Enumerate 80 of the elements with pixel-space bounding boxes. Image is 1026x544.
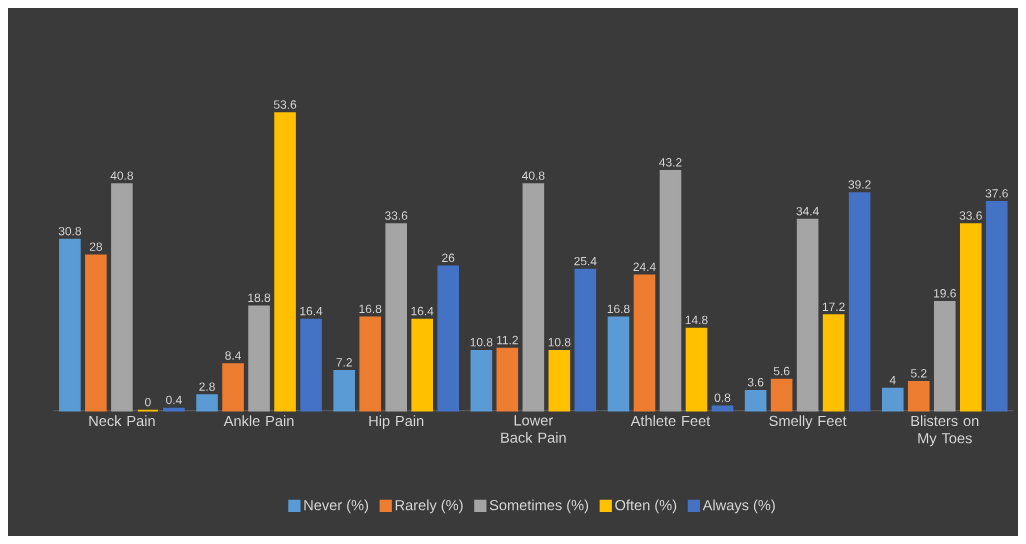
bar bbox=[744, 389, 767, 412]
bar bbox=[633, 274, 656, 412]
data-label: 16.4 bbox=[300, 306, 323, 316]
data-label: 34.4 bbox=[796, 206, 819, 216]
bar bbox=[411, 318, 433, 412]
bar bbox=[881, 387, 904, 412]
bar bbox=[770, 378, 793, 412]
data-label: 10.8 bbox=[470, 337, 493, 347]
data-label: 11.2 bbox=[497, 335, 518, 345]
data-label: 40.8 bbox=[110, 171, 134, 180]
x-tick-label: Hip Pain bbox=[369, 415, 424, 429]
data-label: 17.2 bbox=[822, 302, 845, 311]
data-label: 14.8 bbox=[685, 315, 708, 325]
data-label: 0.4 bbox=[166, 395, 182, 405]
bar bbox=[848, 192, 871, 412]
data-label: 5.2 bbox=[910, 369, 927, 378]
legend-label: Always (%) bbox=[702, 499, 775, 514]
bar bbox=[222, 363, 244, 412]
bar bbox=[933, 301, 956, 412]
data-label: 18.8 bbox=[248, 293, 271, 303]
bar bbox=[59, 238, 81, 412]
bar bbox=[822, 314, 845, 412]
data-label: 53.6 bbox=[273, 100, 297, 109]
bar bbox=[522, 183, 545, 412]
data-label: 7.2 bbox=[336, 358, 352, 367]
data-label: 33.6 bbox=[385, 211, 408, 220]
bar bbox=[196, 394, 218, 412]
data-label: 25.4 bbox=[574, 256, 597, 266]
bar bbox=[470, 349, 493, 412]
data-label: 2.8 bbox=[199, 382, 215, 391]
bar bbox=[796, 218, 819, 412]
bar bbox=[274, 112, 296, 412]
x-tick-label: Athlete Feet bbox=[630, 415, 711, 427]
bar bbox=[248, 305, 270, 412]
data-label: 16.8 bbox=[359, 304, 382, 314]
bar bbox=[607, 316, 630, 412]
data-label: 28 bbox=[89, 242, 103, 251]
data-label: 4 bbox=[889, 375, 896, 385]
x-tick-label: Neck Pain bbox=[89, 415, 155, 427]
x-tick-label: Ankle Pain bbox=[223, 415, 294, 427]
bar bbox=[548, 349, 571, 412]
bar bbox=[333, 369, 355, 412]
bar bbox=[300, 318, 322, 412]
x-tick-label: Smelly Feet bbox=[769, 415, 847, 429]
x-tick-label: Blisters on My Toes bbox=[911, 415, 979, 447]
bar bbox=[574, 268, 597, 412]
bar bbox=[496, 347, 519, 412]
data-label: 5.6 bbox=[773, 366, 790, 376]
bar bbox=[111, 183, 133, 412]
data-label: 30.8 bbox=[58, 226, 82, 236]
bar bbox=[959, 223, 982, 412]
legend-label: Often (%) bbox=[615, 499, 677, 514]
data-label: 19.6 bbox=[934, 289, 956, 298]
data-label: 3.6 bbox=[747, 377, 764, 387]
data-label: 33.6 bbox=[959, 211, 982, 220]
bar bbox=[985, 201, 1008, 412]
legend-label: Sometimes (%) bbox=[489, 499, 589, 514]
x-tick-label: Lower Back Pain bbox=[501, 415, 566, 443]
data-label: 43.2 bbox=[659, 158, 682, 167]
legend-label: Rarely (%) bbox=[395, 499, 463, 514]
bar bbox=[659, 169, 682, 412]
bar bbox=[907, 380, 930, 412]
legend-label: Never (%) bbox=[304, 499, 369, 514]
data-label: 0.8 bbox=[714, 393, 731, 402]
bar bbox=[385, 223, 407, 412]
data-label: 8.4 bbox=[225, 351, 241, 360]
data-label: 37.6 bbox=[985, 189, 1008, 198]
data-label: 10.8 bbox=[548, 337, 571, 347]
bar bbox=[85, 254, 107, 412]
bar bbox=[711, 405, 734, 412]
bar bbox=[437, 265, 459, 412]
data-label: 40.8 bbox=[521, 171, 545, 180]
data-label: 0 bbox=[145, 397, 151, 407]
data-label: 26 bbox=[442, 253, 455, 263]
bar bbox=[359, 316, 381, 412]
data-label: 24.4 bbox=[633, 262, 656, 271]
bar bbox=[685, 327, 708, 412]
data-label: 16.8 bbox=[607, 304, 630, 314]
data-label: 39.2 bbox=[848, 180, 871, 189]
data-label: 16.4 bbox=[411, 306, 434, 316]
